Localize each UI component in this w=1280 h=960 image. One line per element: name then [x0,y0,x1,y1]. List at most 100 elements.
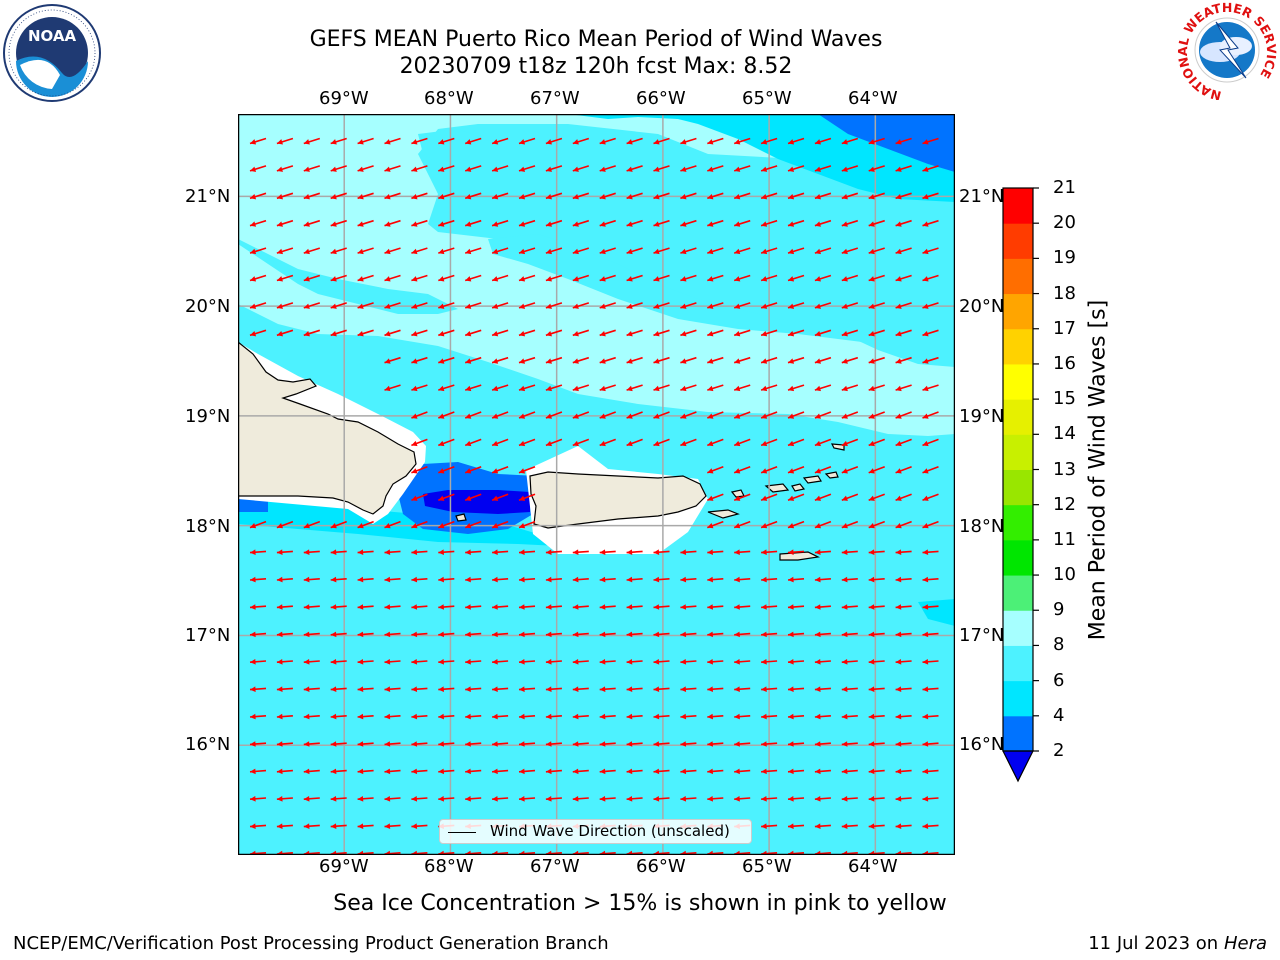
direction-arrowhead [545,248,552,255]
direction-arrowhead [357,166,364,172]
direction-arrowhead [814,193,821,200]
direction-arrowhead [276,523,284,529]
direction-arrowhead [868,413,875,419]
direction-arrowhead [788,713,794,720]
direction-arrowhead [357,549,364,555]
direction-arrowhead [276,576,283,583]
lat-label-left-19n: 19°N [185,406,231,427]
direction-arrowhead [330,741,337,747]
direction-arrowhead [734,248,741,255]
direction-arrowhead [814,358,821,364]
direction-arrowhead [384,193,391,200]
direction-arrowhead [761,576,767,583]
direction-arrowhead [788,440,795,447]
direction-arrowhead [734,576,740,583]
direction-arrowhead [761,495,768,501]
direction-arrowhead [303,303,310,309]
colorbar-cell [1003,539,1033,576]
direction-arrowhead [303,139,310,145]
direction-arrowhead [680,576,687,583]
direction-arrowhead [841,495,848,501]
direction-arrowhead [545,795,552,802]
direction-arrowhead [895,385,902,392]
direction-arrowhead [276,166,283,172]
direction-arrowhead [707,549,713,555]
direction-arrowhead [922,823,929,829]
direction-arrowhead [868,631,875,638]
direction-arrowhead [599,276,606,282]
direction-arrowhead [572,440,579,447]
direction-arrowhead [814,248,821,255]
direction-arrowhead [734,193,741,200]
direction-arrowhead [788,686,794,692]
direction-arrowhead [384,221,391,227]
direction-arrowhead [626,221,633,227]
direction-arrowhead [303,768,310,775]
direction-arrowhead [519,139,526,145]
direction-arrowhead [572,713,579,720]
direction-arrowhead [465,713,471,720]
direction-arrowhead [330,248,337,255]
lat-label-right-18n: 18°N [959,516,1005,537]
direction-arrowhead [814,713,821,720]
direction-arrowhead [411,468,418,474]
direction-arrowhead [895,193,902,200]
direction-arrowhead [761,385,768,392]
direction-arrowhead [680,713,687,720]
direction-arrowhead [626,713,633,720]
direction-arrowhead [599,166,606,172]
direction-arrowhead [653,413,660,419]
field-4-6-sw [238,494,558,546]
direction-arrowhead [761,823,767,829]
direction-arrowhead [707,193,714,200]
direction-arrowhead [465,358,472,364]
lon-label-bottom-67w: 67°W [530,856,580,877]
direction-arrowhead [814,413,822,419]
direction-arrowhead [734,358,741,364]
direction-arrowhead [841,413,848,419]
field-2-4-ne [818,114,955,172]
direction-arrowhead [545,549,552,555]
direction-arrowhead [303,631,310,638]
direction-arrowhead [384,385,391,392]
direction-arrowhead [761,686,767,692]
direction-arrowhead [572,768,579,775]
direction-arrowhead [330,193,337,200]
direction-arrowhead [707,358,714,364]
direction-arrowhead [868,166,875,172]
lon-label-top-67w: 67°W [530,88,580,109]
direction-arrowhead [680,440,687,447]
direction-arrowhead [519,713,525,720]
direction-arrowhead [411,741,418,747]
direction-arrowhead [411,303,418,309]
direction-arrowhead [895,576,902,583]
direction-arrowhead [572,576,579,583]
colorbar-cell [1003,293,1033,330]
direction-arrowhead [384,166,391,172]
direction-arrowhead [599,713,606,720]
lon-label-top-64w: 64°W [848,88,898,109]
direction-arrowhead [841,658,848,665]
direction-arrowhead [841,686,848,692]
direction-arrowhead [330,713,337,720]
direction-arrowhead [761,658,767,665]
direction-arrowhead [276,549,283,555]
direction-arrowhead [680,303,687,309]
direction-arrowhead [465,468,472,474]
colorbar-extend-triangle [1002,750,1034,783]
direction-arrowhead [922,193,929,200]
direction-arrowhead [438,795,444,802]
direction-arrowhead [922,495,929,501]
direction-arrowhead [814,468,822,474]
direction-arrowhead [492,523,499,529]
direction-arrowhead [303,741,310,747]
direction-arrowhead [599,795,606,802]
direction-arrowhead [653,330,660,337]
direction-arrowhead [841,631,848,638]
direction-arrowhead [788,604,794,610]
direction-arrowhead [761,303,768,309]
direction-arrowhead [411,139,418,145]
direction-arrowhead [519,166,526,172]
direction-arrowhead [895,303,902,309]
direction-arrowhead [814,523,822,529]
